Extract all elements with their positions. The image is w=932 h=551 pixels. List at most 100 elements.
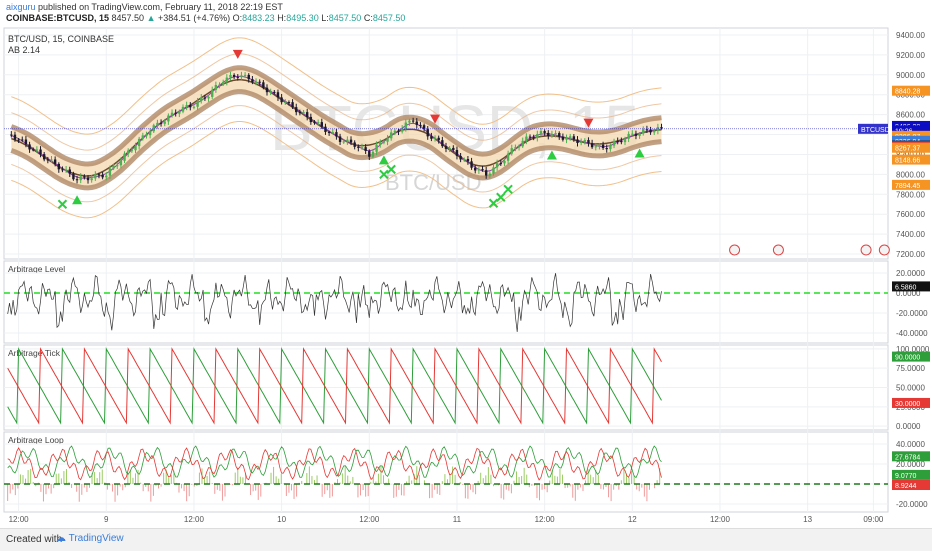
candle-body — [327, 132, 331, 134]
candle-body — [156, 122, 159, 126]
candle-body — [466, 159, 470, 162]
candle-body — [653, 130, 656, 133]
candle-body — [550, 134, 554, 137]
candle-body — [506, 153, 510, 161]
chart-title: BTC/USD, 15, COINBASE — [8, 34, 114, 44]
up-arrow-icon: ▲ — [146, 13, 156, 23]
candle-body — [316, 122, 320, 124]
candle-body — [57, 163, 60, 170]
buy-signal-triangle — [634, 148, 645, 158]
quote-line: COINBASE:BTCUSD, 15 8457.50 ▲ +384.51 (+… — [6, 13, 906, 24]
y-tick-label: 7400.00 — [896, 230, 925, 239]
candle-body — [243, 74, 247, 76]
candle-body — [452, 147, 455, 151]
candle-body — [32, 149, 35, 151]
candle-body — [517, 146, 521, 148]
candle-body — [68, 169, 71, 174]
pane-title-loop: Arbitrage Loop — [8, 435, 64, 445]
candle-body — [601, 144, 605, 149]
candle-body — [101, 174, 104, 178]
candle-body — [642, 129, 645, 134]
event-flag-icon — [878, 244, 890, 256]
y-tick-label: 50.0000 — [896, 384, 925, 393]
candle-body — [218, 84, 221, 86]
candle-body — [360, 147, 364, 149]
candle-body — [543, 131, 546, 133]
candle-body — [463, 159, 466, 161]
candle-body — [554, 133, 557, 135]
candle-body — [514, 147, 517, 149]
tradingview-logo[interactable]: ☁ TradingView — [56, 533, 124, 544]
candle-body — [660, 127, 663, 129]
y-tick-label: 20.0000 — [896, 460, 925, 469]
candle-body — [499, 163, 502, 165]
x-tick-label: 13 — [803, 515, 812, 524]
candle-body — [528, 136, 532, 138]
candle-body — [572, 136, 576, 140]
arbitrage-level-line — [7, 273, 662, 332]
candle-body — [426, 129, 429, 137]
candle-body — [75, 179, 79, 181]
candle-body — [616, 140, 619, 142]
candle-body — [269, 91, 272, 93]
candle-body — [415, 121, 418, 125]
candle-body — [587, 140, 590, 144]
candle-body — [207, 96, 210, 99]
envelope-lower-edge — [10, 89, 662, 191]
candle-body — [79, 176, 82, 181]
candle-body — [181, 106, 185, 112]
candle-body — [393, 130, 397, 133]
y-tick-label: 7200.00 — [896, 250, 925, 259]
value-label-box — [892, 469, 930, 480]
candle-body — [13, 134, 17, 140]
candle-body — [510, 148, 513, 154]
series-name-tag — [858, 123, 888, 134]
candle-body — [83, 176, 86, 178]
candle-body — [656, 127, 660, 131]
candle-body — [21, 139, 24, 141]
event-flag-icon — [860, 244, 872, 256]
candle-body — [247, 74, 250, 80]
candle-body — [185, 105, 188, 107]
pane-frame-loop — [3, 431, 889, 513]
candle-body — [477, 169, 481, 171]
open-value: 8483.23 — [242, 13, 275, 23]
candle-body — [123, 153, 126, 161]
level-value-label: 6.5860 — [895, 284, 917, 291]
candle-body — [335, 132, 338, 137]
y-tick-label: 75.0000 — [896, 364, 925, 373]
candle-body — [346, 139, 349, 142]
buy-signal-triangle — [546, 150, 557, 160]
loop-value-label: 9.0770 — [895, 473, 917, 480]
candle-body — [382, 141, 386, 143]
y-tick-label: 20.0000 — [896, 269, 925, 278]
x-tick-label: 09:00 — [863, 515, 884, 524]
candle-body — [470, 161, 473, 168]
candle-body — [609, 145, 612, 150]
candle-body — [397, 130, 400, 132]
outer-band-lower — [11, 121, 662, 219]
author-link[interactable]: aixguru — [6, 2, 36, 12]
low-value: 8457.50 — [328, 13, 362, 23]
chart-canvas[interactable]: 12:00 9 12:00 10 12:00 11 12:00 12 12:00 13 09:00 7… — [0, 0, 932, 528]
candle-body — [298, 112, 302, 114]
candle-body — [94, 174, 97, 179]
candle-body — [645, 129, 649, 131]
candle-body — [134, 146, 137, 151]
series-name-label: BTCUSD — [861, 127, 890, 134]
candle-body — [280, 97, 283, 103]
candle-body — [419, 124, 422, 126]
candle-body — [148, 131, 152, 136]
candle-body — [492, 167, 495, 174]
candle-body — [295, 107, 298, 113]
candle-body — [137, 138, 141, 147]
candle-body — [320, 122, 324, 127]
candle-body — [221, 82, 225, 85]
y-tick-label: 100.0000 — [896, 345, 930, 354]
candle-body — [90, 178, 93, 181]
value-label-box — [892, 142, 930, 153]
tick-series-red — [7, 347, 662, 425]
candle-body — [390, 132, 393, 139]
x-tick-label: 11 — [453, 515, 462, 524]
candle-body — [503, 160, 506, 164]
